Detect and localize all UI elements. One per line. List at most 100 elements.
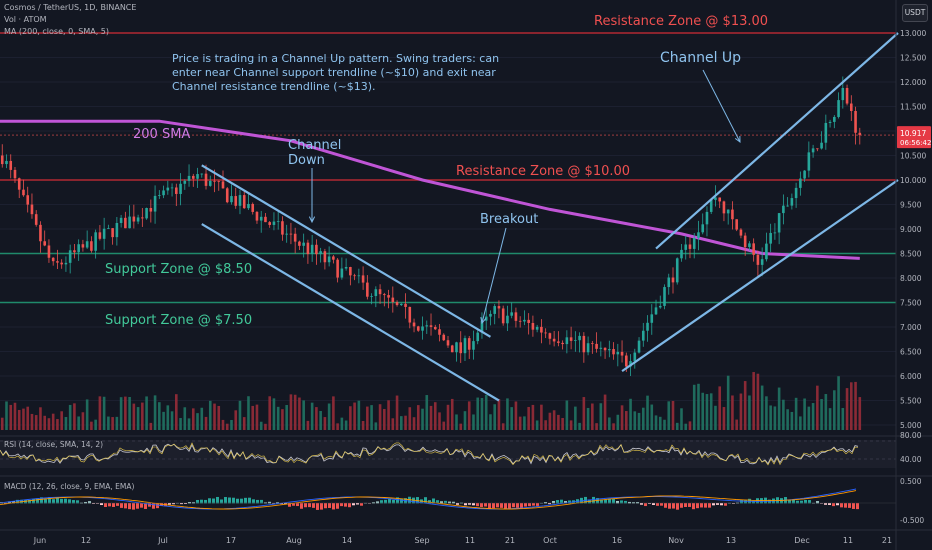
time-tick: 11 xyxy=(843,536,853,545)
candlestick-series[interactable] xyxy=(0,76,862,377)
volume-bar xyxy=(709,393,713,430)
macd-histogram-bar xyxy=(788,499,791,504)
macd-pane xyxy=(0,475,932,510)
volume-bar xyxy=(98,396,102,430)
volume-bar xyxy=(234,410,238,430)
candle xyxy=(646,322,649,331)
candle xyxy=(64,262,68,265)
macd-histogram-bar xyxy=(480,503,483,507)
candle xyxy=(404,303,407,307)
candle xyxy=(561,342,564,345)
macd-histogram-bar xyxy=(520,503,523,509)
macd-histogram-bar xyxy=(744,500,747,504)
macd-histogram-bar xyxy=(496,503,499,508)
candle xyxy=(34,214,38,225)
macd-histogram-bar xyxy=(356,503,359,505)
candle xyxy=(421,326,424,331)
volume-bar xyxy=(162,411,165,430)
support-850-label: Support Zone @ $8.50 xyxy=(105,262,252,277)
symbol-legend[interactable]: Cosmos / TetherUS, 1D, BINANCE xyxy=(4,3,137,12)
volume-bar xyxy=(378,404,382,430)
volume-bar xyxy=(136,407,140,430)
volume-bar xyxy=(726,375,730,430)
candle xyxy=(671,277,675,283)
candle xyxy=(132,216,136,222)
volume-bar xyxy=(658,416,662,430)
volume-bars xyxy=(0,372,862,430)
macd-histogram-bar xyxy=(272,503,275,504)
volume-bar xyxy=(306,420,310,430)
macd-histogram-bar xyxy=(412,497,415,504)
candle xyxy=(620,351,624,356)
macd-histogram-bar xyxy=(796,500,799,504)
candle xyxy=(60,262,63,265)
volume-bar xyxy=(158,402,161,430)
candle xyxy=(429,325,433,327)
macd-histogram-bar xyxy=(720,503,723,506)
macd-histogram-bar xyxy=(140,503,143,508)
candle xyxy=(650,314,654,323)
volume-bar xyxy=(820,399,823,430)
candle xyxy=(569,337,573,341)
volume-bar xyxy=(30,413,34,430)
candle xyxy=(141,217,144,219)
volume-bar xyxy=(404,415,407,430)
macd-histogram-bar xyxy=(376,501,379,504)
macd-legend[interactable]: MACD (12, 26, close, 9, EMA, EMA) xyxy=(4,482,135,491)
macd-histogram-bar xyxy=(592,496,595,504)
macd-histogram-bar xyxy=(564,501,567,504)
volume-bar xyxy=(433,402,437,430)
macd-histogram-bar xyxy=(556,500,559,504)
candle xyxy=(591,343,594,345)
macd-histogram-bar xyxy=(172,503,175,505)
zone-lines xyxy=(0,32,896,304)
volume-bar xyxy=(340,417,344,430)
ma-legend[interactable]: MA (200, close, 0, SMA, 5) xyxy=(4,27,110,36)
candle xyxy=(9,160,13,170)
resistance-13-label: Resistance Zone @ $13.00 xyxy=(594,14,768,29)
channel-trendlines[interactable] xyxy=(201,32,899,402)
macd-histogram-bar xyxy=(856,503,859,510)
volume-bar xyxy=(595,423,598,430)
currency-button[interactable]: USDT xyxy=(902,4,928,22)
candle xyxy=(811,148,815,153)
channel-down-label: Channel Down xyxy=(288,138,341,168)
price-tick: 6.500 xyxy=(900,348,922,357)
candle xyxy=(400,303,403,306)
macd-histogram-bar xyxy=(40,497,43,504)
volume-bar xyxy=(217,405,221,430)
macd-histogram-bar xyxy=(836,503,839,506)
price-tick: 12.000 xyxy=(900,78,926,87)
volume-bar xyxy=(22,408,25,430)
volume-bar xyxy=(446,404,450,430)
macd-histogram-bar xyxy=(320,503,323,510)
candle xyxy=(658,305,662,308)
volume-legend[interactable]: Vol · ATOM xyxy=(4,15,47,24)
volume-bar xyxy=(425,395,429,430)
volume-bar xyxy=(794,397,798,430)
macd-histogram-bar xyxy=(512,503,515,508)
macd-histogram-bar xyxy=(824,503,827,505)
volume-bar xyxy=(77,416,80,430)
volume-bar xyxy=(667,401,671,430)
volume-bar xyxy=(540,404,543,430)
volume-bar xyxy=(128,396,131,430)
macd-histogram-bar xyxy=(468,503,471,505)
volume-bar xyxy=(183,407,187,430)
volume-bar xyxy=(735,419,738,430)
candle xyxy=(688,244,692,249)
macd-histogram-bar xyxy=(316,503,319,510)
signal-line xyxy=(0,490,857,510)
volume-bar xyxy=(548,412,552,430)
macd-histogram-bar xyxy=(440,501,443,504)
candle xyxy=(68,250,72,263)
volume-bar xyxy=(289,394,293,430)
candle xyxy=(153,195,157,212)
volume-bar xyxy=(429,405,433,430)
price-tick: 9.500 xyxy=(900,201,922,210)
volume-bar xyxy=(684,423,688,430)
macd-histogram-bar xyxy=(648,503,651,504)
time-tick: 17 xyxy=(226,536,236,545)
rsi-legend[interactable]: RSI (14, close, SMA, 14, 2) xyxy=(4,440,104,449)
